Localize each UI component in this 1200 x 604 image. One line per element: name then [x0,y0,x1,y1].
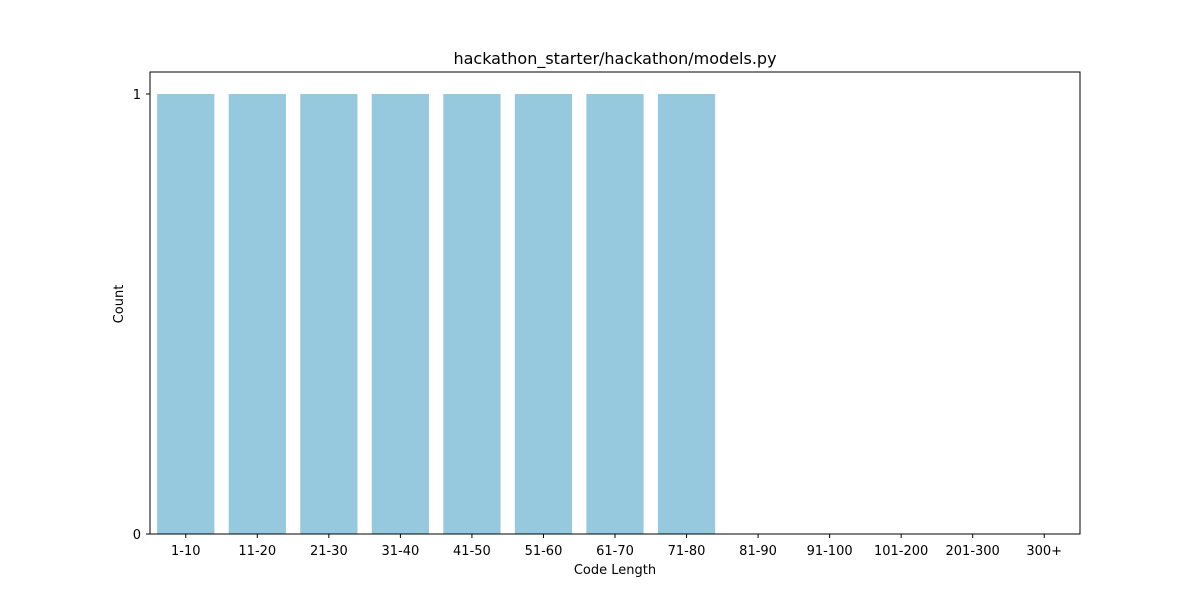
bar-61-70 [586,94,644,534]
x-tick-label: 300+ [1026,544,1062,559]
x-tick-label: 21-30 [310,544,348,559]
x-tick-label: 81-90 [739,544,777,559]
x-tick-label: 91-100 [807,544,853,559]
bar-21-30 [300,94,358,534]
bar-31-40 [371,94,429,534]
bar-1-10 [157,94,215,534]
x-tick-label: 51-60 [525,544,563,559]
x-tick-label: 11-20 [238,544,276,559]
x-tick-label: 1-10 [171,544,201,559]
x-tick-label: 41-50 [453,544,491,559]
bar-51-60 [514,94,573,534]
x-tick-label: 71-80 [668,544,706,559]
x-tick-label: 101-200 [874,544,928,559]
x-tick-label: 61-70 [596,544,634,559]
y-tick-label: 0 [133,528,141,543]
x-axis-label: Code Length [574,563,656,578]
bar-71-80 [657,94,716,534]
bar-11-20 [228,94,286,534]
x-axis-ticks: 1-10 11-20 21-30 31-40 41-50 51-60 61-70 71-80 8… [171,534,1062,559]
chart-title: hackathon_starter/hackathon/models.py [453,49,776,69]
bar-41-50 [443,94,501,534]
y-axis-label: Count [112,285,127,324]
x-tick-label: 31-40 [381,544,419,559]
y-tick-label: 1 [133,88,141,103]
bars-layer [157,94,716,534]
plot-area-frame [149,71,1081,535]
x-tick-label: 201-300 [946,544,1000,559]
y-axis-ticks: 01 [133,88,150,543]
